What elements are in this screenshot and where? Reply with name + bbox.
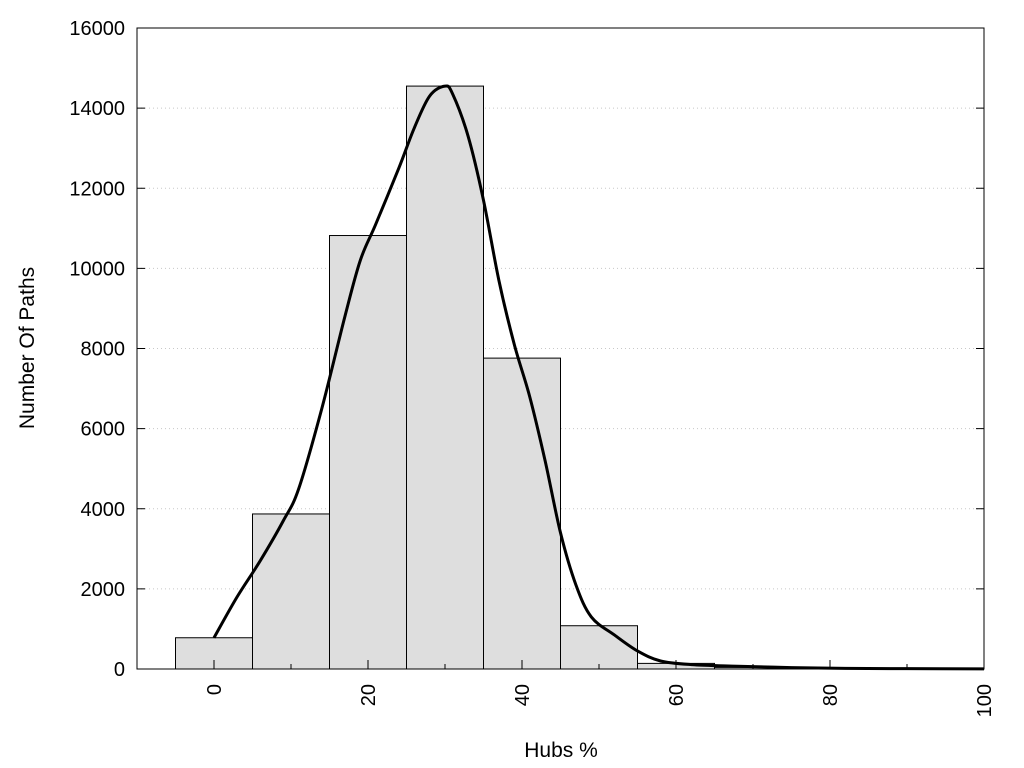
y-tick-label: 16000 <box>69 18 125 40</box>
y-tick-label: 14000 <box>69 98 125 120</box>
y-tick-label: 2000 <box>81 579 126 601</box>
y-tick-label: 10000 <box>69 258 125 280</box>
x-tick-label: 20 <box>358 684 380 706</box>
y-axis-title: Number Of Paths <box>16 267 39 429</box>
histogram-bar <box>560 625 638 670</box>
x-tick-label: 60 <box>666 684 688 706</box>
x-tick-label: 0 <box>204 684 226 695</box>
histogram-bar <box>406 85 484 670</box>
x-tick-label: 100 <box>974 684 996 717</box>
x-tick-label: 80 <box>820 684 842 706</box>
y-tick-label: 12000 <box>69 178 125 200</box>
histogram-bar <box>483 357 561 670</box>
y-tick-label: 6000 <box>81 419 126 441</box>
y-tick-label: 8000 <box>81 339 126 361</box>
histogram-bars <box>175 85 985 670</box>
x-tick-label: 40 <box>512 684 534 706</box>
density-curve <box>212 84 985 671</box>
x-axis-title: Hubs % <box>524 739 598 762</box>
y-tick-label: 0 <box>114 659 125 681</box>
y-tick-label: 4000 <box>81 499 126 521</box>
histogram-bar <box>329 235 407 670</box>
y-axis: 0 2000 4000 6000 8000 10000 12000 14000 16000 <box>69 18 984 681</box>
x-axis: 0 20 40 60 80 100 <box>204 660 996 717</box>
histogram-bar <box>252 513 330 670</box>
